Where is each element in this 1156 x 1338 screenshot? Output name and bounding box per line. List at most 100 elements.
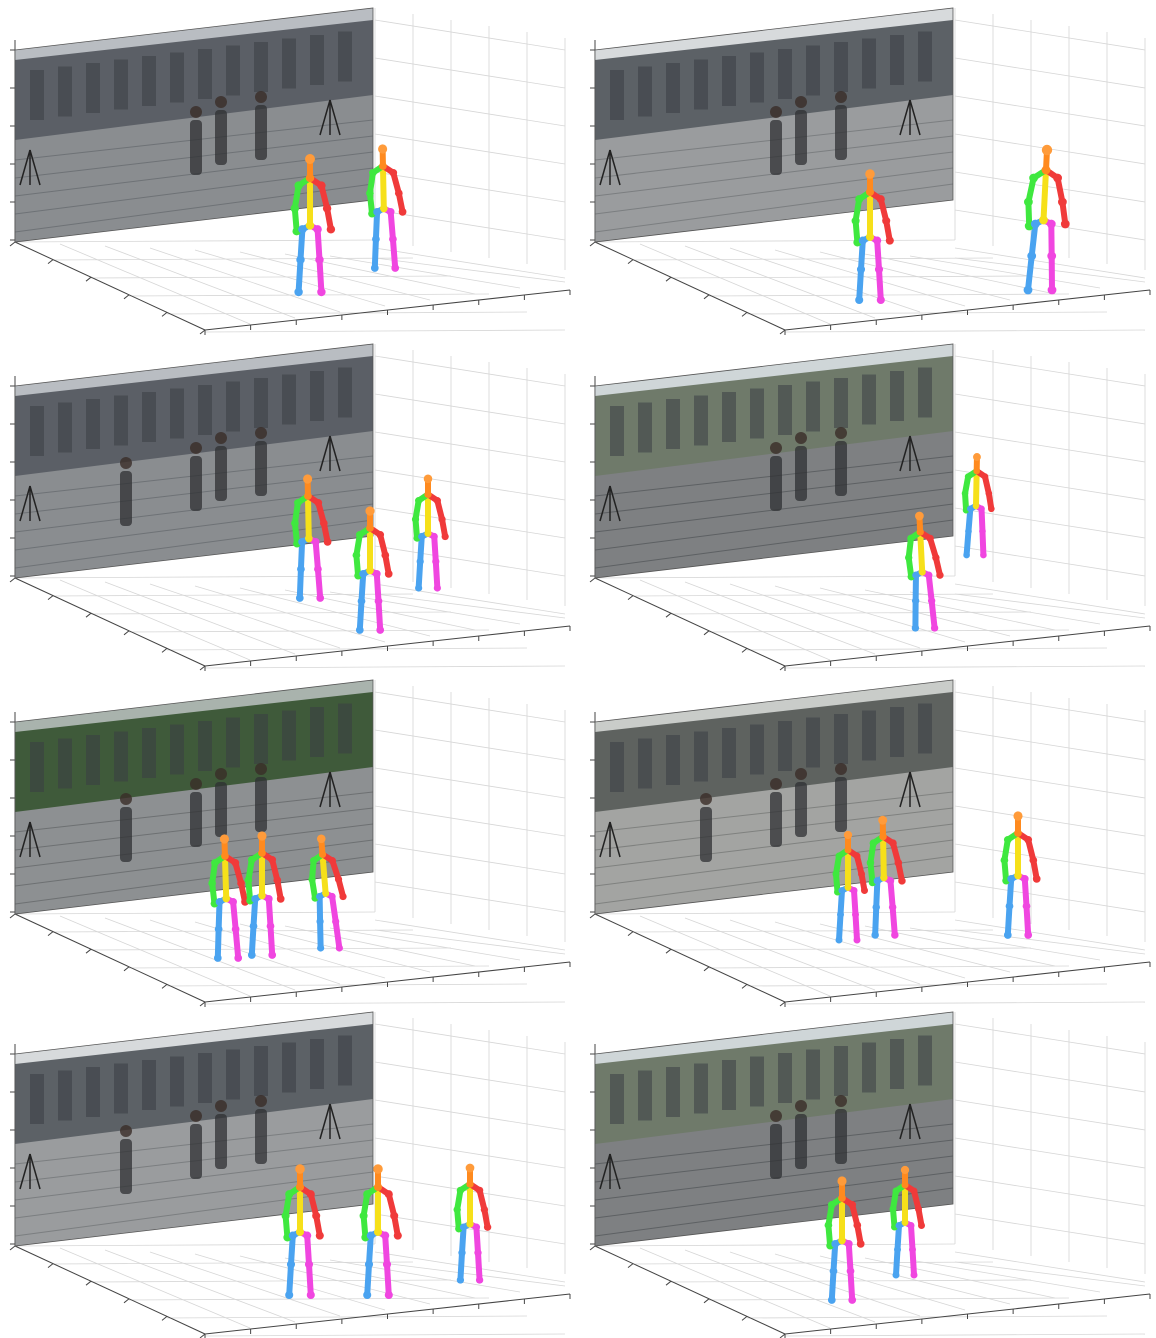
joint [928,597,935,604]
joint [308,876,315,883]
joint [412,516,419,523]
joint [320,519,328,527]
joint [360,1212,368,1220]
joint [854,937,861,944]
panel-r1c2 [580,0,1156,334]
joint [297,565,305,573]
joint [874,877,882,885]
joint [988,505,995,512]
joint-head [365,506,374,515]
joint [389,169,397,177]
photo-person [835,105,847,160]
joint [980,552,987,559]
joint [848,1201,856,1209]
joint [889,903,897,911]
joint-head [837,1176,846,1185]
joint [912,597,919,604]
photo-person [190,1124,202,1179]
joint [1004,931,1012,939]
joint [828,1296,836,1304]
joint [366,567,374,575]
joint [363,1190,371,1198]
joint [875,265,883,273]
joint [845,847,852,854]
joint [1004,836,1012,844]
joint [222,895,230,903]
skeleton [411,475,449,593]
camera-image [15,336,375,586]
panel-r2c2 [580,336,1156,670]
joint [986,490,993,497]
joint [385,1190,393,1198]
joint [837,911,844,918]
joint [886,237,894,245]
photo-person [255,1109,267,1164]
joint [854,853,861,860]
joint [359,570,367,578]
photo-person [215,1114,227,1169]
joint [291,204,299,212]
photo-person [795,1114,807,1169]
joint [432,558,439,565]
joint [371,264,379,272]
joint [1042,166,1051,175]
joint [307,1291,315,1299]
joint [434,584,441,591]
joint [310,857,317,864]
joint [353,551,361,559]
panel-r1c1 [0,0,578,334]
photo-person [770,456,782,511]
joint-head [303,474,312,483]
joint [366,524,374,532]
camera-image [595,0,955,250]
joint [383,1260,391,1268]
joint [852,911,859,918]
joint [848,1296,856,1304]
joint [866,188,874,196]
skeleton [961,453,995,559]
joint [965,473,972,480]
joint [1029,174,1038,183]
camera-image [595,336,955,586]
photo-person [255,105,267,160]
joint [294,288,302,296]
joint [474,1249,481,1256]
joint [367,1232,375,1240]
joint [845,884,852,891]
joint-head [901,1166,909,1174]
joint [1014,872,1022,880]
joint [851,887,858,894]
joint [417,558,424,565]
photo-person [190,792,202,847]
joint [317,181,325,189]
joint [373,208,381,216]
photo-person [120,1139,132,1194]
joint [245,876,253,884]
joint [1027,252,1036,261]
joint [831,1240,839,1248]
joint [905,554,912,561]
camera-image [15,672,375,922]
joint [893,1188,900,1195]
joint [248,951,256,959]
joint [838,1194,846,1202]
joint [476,1187,483,1194]
joint [373,570,381,578]
joint [250,922,258,930]
joint [912,624,919,631]
joint [918,1222,925,1229]
joint [879,833,887,841]
joint [1021,875,1029,883]
joint [304,492,312,500]
joint [457,1276,464,1283]
joint [258,849,266,857]
bone-torso [883,837,884,878]
joint [978,505,985,512]
joint [484,1224,491,1231]
joint [434,497,441,504]
joint [967,505,974,512]
joint [216,898,224,906]
bone-torso [323,854,326,893]
joint [296,594,304,602]
joint [221,852,229,860]
